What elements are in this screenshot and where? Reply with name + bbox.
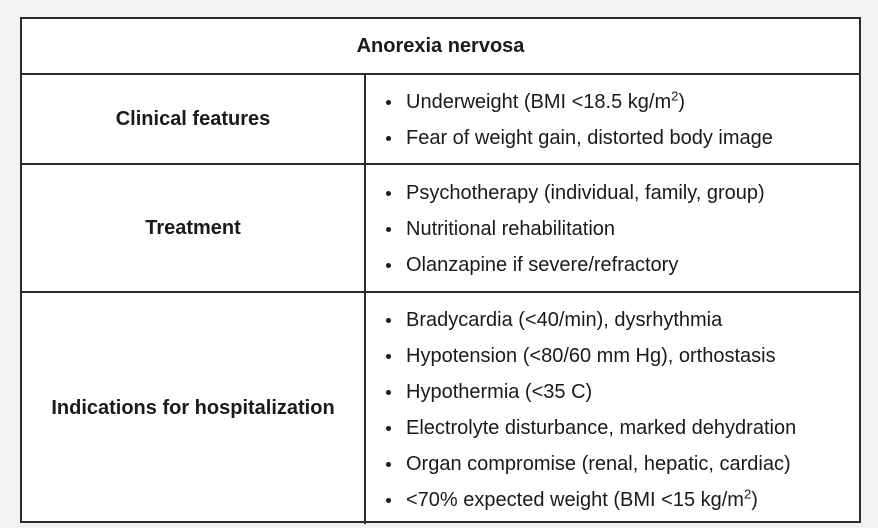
- info-table: Anorexia nervosa Clinical features Under…: [22, 19, 859, 524]
- list-item: Hypotension (<80/60 mm Hg), orthostasis: [384, 338, 859, 374]
- list-item: <70% expected weight (BMI <15 kg/m2): [384, 482, 859, 518]
- row-label: Clinical features: [22, 74, 366, 165]
- row-label: Indications for hospitalization: [22, 292, 366, 524]
- list-item: Hypothermia (<35 C): [384, 374, 859, 410]
- table-title: Anorexia nervosa: [22, 19, 859, 75]
- bullet-list: Bradycardia (<40/min), dysrhythmia Hypot…: [366, 294, 859, 524]
- anorexia-table: Anorexia nervosa Clinical features Under…: [20, 17, 861, 524]
- list-item: Olanzapine if severe/refractory: [384, 247, 859, 283]
- list-item: Psychotherapy (individual, family, group…: [384, 175, 859, 211]
- row-content: Underweight (BMI <18.5 kg/m2) Fear of we…: [365, 74, 859, 165]
- table-row-hospitalization: Indications for hospitalization Bradycar…: [22, 292, 859, 524]
- bullet-list: Psychotherapy (individual, family, group…: [366, 167, 859, 289]
- row-content: Psychotherapy (individual, family, group…: [365, 164, 859, 293]
- list-item: Nutritional rehabilitation: [384, 211, 859, 247]
- table-row-treatment: Treatment Psychotherapy (individual, fam…: [22, 164, 859, 293]
- list-item: Underweight (BMI <18.5 kg/m2): [384, 84, 859, 120]
- list-item: Fear of weight gain, distorted body imag…: [384, 120, 859, 156]
- list-item: Organ compromise (renal, hepatic, cardia…: [384, 446, 859, 482]
- table-row-clinical-features: Clinical features Underweight (BMI <18.5…: [22, 74, 859, 165]
- row-content: Bradycardia (<40/min), dysrhythmia Hypot…: [365, 292, 859, 524]
- bullet-list: Underweight (BMI <18.5 kg/m2) Fear of we…: [366, 76, 859, 162]
- list-item: Electrolyte disturbance, marked dehydrat…: [384, 410, 859, 446]
- row-label: Treatment: [22, 164, 366, 293]
- list-item: Bradycardia (<40/min), dysrhythmia: [384, 302, 859, 338]
